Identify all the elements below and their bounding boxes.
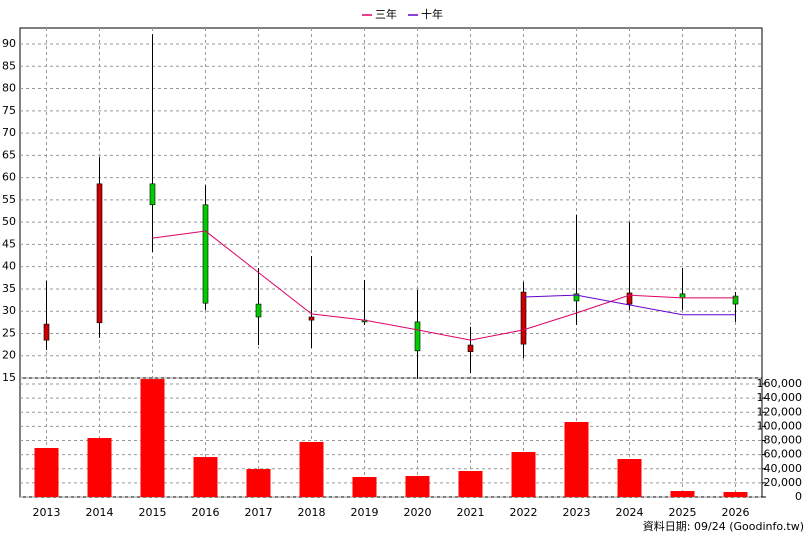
x-tick-label: 2014 — [86, 506, 114, 519]
y-tick-label: 85 — [2, 59, 16, 72]
y2-tick-label: 0 — [795, 490, 802, 503]
y-tick-label: 75 — [2, 104, 16, 117]
candle-body — [732, 295, 739, 305]
x-tick-label: 2015 — [139, 506, 167, 519]
y-tick-label: 90 — [2, 37, 16, 50]
y-tick-label: 80 — [2, 82, 16, 95]
candle-body — [202, 204, 209, 304]
volume-bar — [670, 490, 695, 497]
volume-bar — [511, 452, 536, 497]
volume-bar — [352, 477, 377, 497]
volume-bar — [723, 491, 748, 497]
candle-body — [520, 291, 527, 345]
volume-bar — [140, 379, 165, 497]
x-tick-label: 2023 — [563, 506, 591, 519]
y2-tick-label: 80,000 — [764, 434, 803, 447]
legend-label: 十年 — [421, 7, 443, 21]
x-tick-label: 2025 — [669, 506, 697, 519]
candle-body — [308, 316, 315, 321]
y-tick-label: 45 — [2, 237, 16, 250]
candle-body — [414, 321, 421, 352]
y2-tick-label: 40,000 — [764, 462, 803, 475]
candle-body — [255, 303, 262, 318]
y-tick-label: 60 — [2, 171, 16, 184]
volume-bar — [617, 459, 642, 497]
candle-body — [467, 344, 474, 353]
x-tick-label: 2020 — [404, 506, 432, 519]
x-tick-label: 2016 — [192, 506, 220, 519]
volume-bar — [405, 476, 430, 497]
y-tick-label: 55 — [2, 193, 16, 206]
y-tick-label: 30 — [2, 304, 16, 317]
candle-body — [626, 292, 633, 305]
volume-bar — [87, 438, 112, 497]
x-tick-label: 2019 — [351, 506, 379, 519]
y2-tick-label: 160,000 — [757, 377, 803, 390]
ma-line — [152, 230, 736, 341]
x-tick-label: 2021 — [457, 506, 485, 519]
y2-tick-label: 120,000 — [757, 405, 803, 418]
y-tick-label: 70 — [2, 126, 16, 139]
x-tick-label: 2013 — [33, 506, 61, 519]
volume-bar — [564, 421, 589, 497]
y-tick-label: 15 — [2, 371, 16, 384]
y-tick-label: 50 — [2, 215, 16, 228]
volume-bar — [246, 469, 271, 497]
volume-bar — [299, 441, 324, 497]
y2-tick-label: 140,000 — [757, 391, 803, 404]
x-tick-label: 2026 — [722, 506, 750, 519]
y-tick-label: 40 — [2, 260, 16, 273]
ma-line — [523, 294, 736, 316]
candle-body — [96, 183, 103, 324]
volume-bar — [193, 457, 218, 497]
x-tick-label: 2018 — [298, 506, 326, 519]
candle-body — [43, 323, 50, 341]
y-tick-label: 65 — [2, 148, 16, 161]
y2-tick-label: 60,000 — [764, 448, 803, 461]
candle-body — [573, 293, 580, 302]
y-tick-label: 20 — [2, 349, 16, 362]
legend-label: 三年 — [375, 7, 397, 21]
candle-body — [149, 183, 156, 206]
footnote: 資料日期: 09/24 (Goodinfo.tw) — [643, 519, 804, 533]
candle-body — [679, 293, 686, 299]
y2-tick-label: 20,000 — [764, 476, 803, 489]
x-tick-label: 2022 — [510, 506, 538, 519]
x-tick-label: 2024 — [616, 506, 644, 519]
volume-bar — [458, 471, 483, 497]
volume-bar — [34, 447, 59, 497]
y-tick-label: 35 — [2, 282, 16, 295]
y2-tick-label: 100,000 — [757, 419, 803, 432]
x-tick-label: 2017 — [245, 506, 273, 519]
y-tick-label: 25 — [2, 326, 16, 339]
